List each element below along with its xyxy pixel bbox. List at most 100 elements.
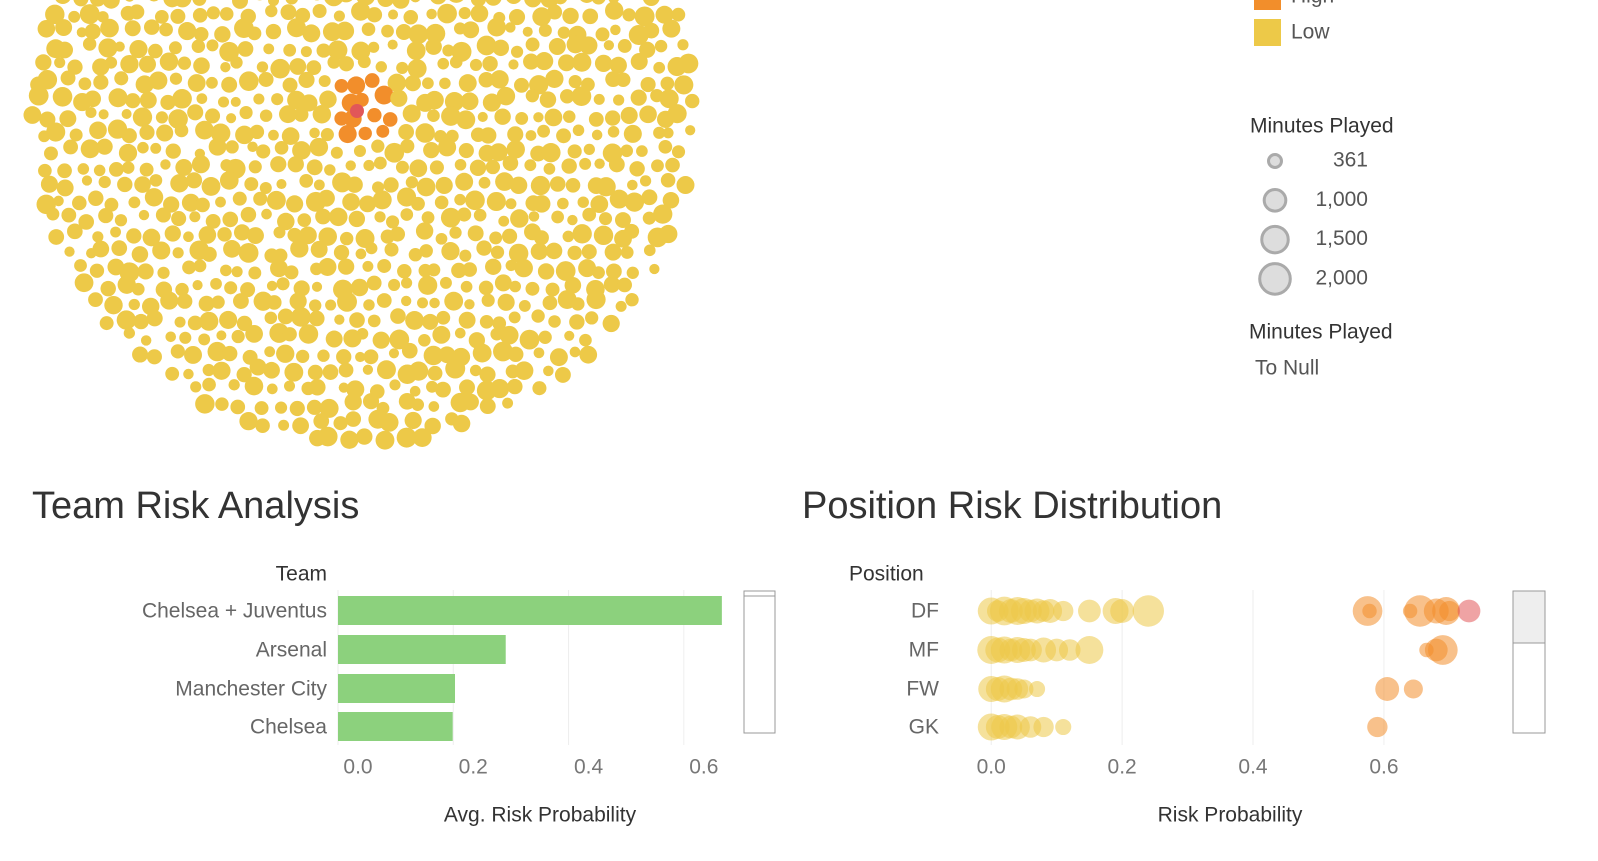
player-bubble (441, 106, 461, 126)
size-legend-label: 1,500 (1315, 227, 1368, 250)
player-bubble (375, 61, 387, 73)
player-bubble (183, 368, 194, 380)
player-bubble (76, 27, 87, 38)
size-legend-mark (1267, 153, 1283, 169)
player-bubble (38, 163, 52, 178)
player-bubble (401, 342, 418, 359)
player-bubble (80, 139, 100, 159)
legend-swatch (1254, 0, 1281, 10)
player-bubble (445, 358, 466, 379)
player-bubble (57, 163, 72, 179)
player-bubble (355, 351, 366, 363)
player-bubble (538, 330, 552, 344)
player-bubble (639, 175, 652, 187)
player-bubble (499, 325, 519, 345)
player-bubble (388, 9, 399, 20)
player-bubble (366, 275, 382, 291)
player-bubble (610, 24, 621, 36)
player-bubble (195, 120, 214, 140)
legend-title: Minutes Played (1249, 321, 1393, 344)
player-bubble (81, 175, 93, 186)
player-bubble (208, 137, 227, 156)
player-bubble (292, 417, 309, 435)
player-bubble (659, 89, 679, 109)
bar (338, 674, 456, 703)
player-bubble (408, 248, 423, 262)
player-bubble (89, 263, 105, 278)
player-bubble (149, 71, 168, 90)
player-bubble (523, 53, 540, 70)
player-bubble (56, 41, 74, 59)
player-bubble (533, 347, 545, 359)
player-bubble (220, 61, 231, 73)
player-bubble (172, 88, 192, 109)
player-bubble (371, 139, 385, 153)
player-bubble (505, 198, 517, 210)
player-bubble (410, 196, 425, 211)
player-bubble (542, 295, 558, 311)
player-bubble (469, 58, 483, 71)
player-bubble (285, 0, 298, 5)
player-bubble (96, 138, 113, 155)
player-bubble (184, 345, 202, 364)
player-bubble (564, 277, 582, 294)
player-bubble (338, 124, 357, 144)
player-bubble (538, 23, 552, 37)
player-bubble (104, 295, 123, 315)
player-bubble (581, 244, 597, 260)
player-bubble (405, 176, 419, 189)
player-bubble (535, 52, 554, 71)
player-bubble (290, 239, 309, 258)
player-bubble (613, 94, 625, 106)
player-bubble (186, 172, 203, 189)
player-bubble (173, 0, 192, 8)
player-bubble (429, 297, 440, 309)
player-bubble (248, 160, 262, 174)
player-bubble (508, 311, 521, 324)
player-bubble (579, 36, 598, 55)
player-bubble (515, 111, 529, 125)
player-bubble (509, 280, 521, 293)
player-bubble (211, 295, 225, 309)
player-bubble (79, 4, 100, 25)
player-bubble (566, 35, 585, 54)
player-bubble (444, 291, 464, 311)
player-bubble (539, 91, 557, 108)
player-bubble (487, 17, 506, 37)
player-bubble (40, 175, 58, 193)
player-bubble (438, 346, 456, 364)
filter-value[interactable]: To Null (1255, 357, 1319, 380)
player-bubble (84, 90, 102, 108)
player-bubble (159, 22, 173, 37)
player-bubble (451, 262, 467, 279)
player-bubble (231, 266, 243, 278)
player-bubble (452, 414, 471, 433)
y-axis-title: Team (276, 563, 327, 586)
player-bubble (639, 105, 657, 124)
scrollbar-thumb[interactable] (1512, 590, 1546, 644)
player-bubble (244, 177, 259, 191)
player-bubble (265, 4, 278, 18)
player-bubble (392, 0, 410, 9)
player-bubble (396, 61, 409, 74)
player-bubble (143, 19, 160, 35)
x-tick-label: 0.0 (977, 756, 1006, 779)
bar (338, 712, 453, 741)
player-bubble (580, 0, 594, 3)
player-bubble (334, 314, 345, 325)
player-bubble (287, 18, 306, 38)
player-bubble (598, 212, 613, 226)
player-bubble (459, 249, 472, 262)
player-bubble (152, 241, 171, 260)
player-bubble (582, 207, 597, 222)
player-bubble (411, 398, 425, 411)
player-bubble (289, 400, 305, 417)
player-bubble (362, 364, 374, 375)
player-bubble (121, 108, 132, 119)
player-bubble (59, 110, 77, 128)
scrollbar[interactable] (743, 590, 776, 734)
player-bubble (295, 349, 310, 364)
player-bubble (608, 156, 625, 173)
player-bubble (604, 243, 622, 261)
player-bubble (522, 26, 533, 37)
